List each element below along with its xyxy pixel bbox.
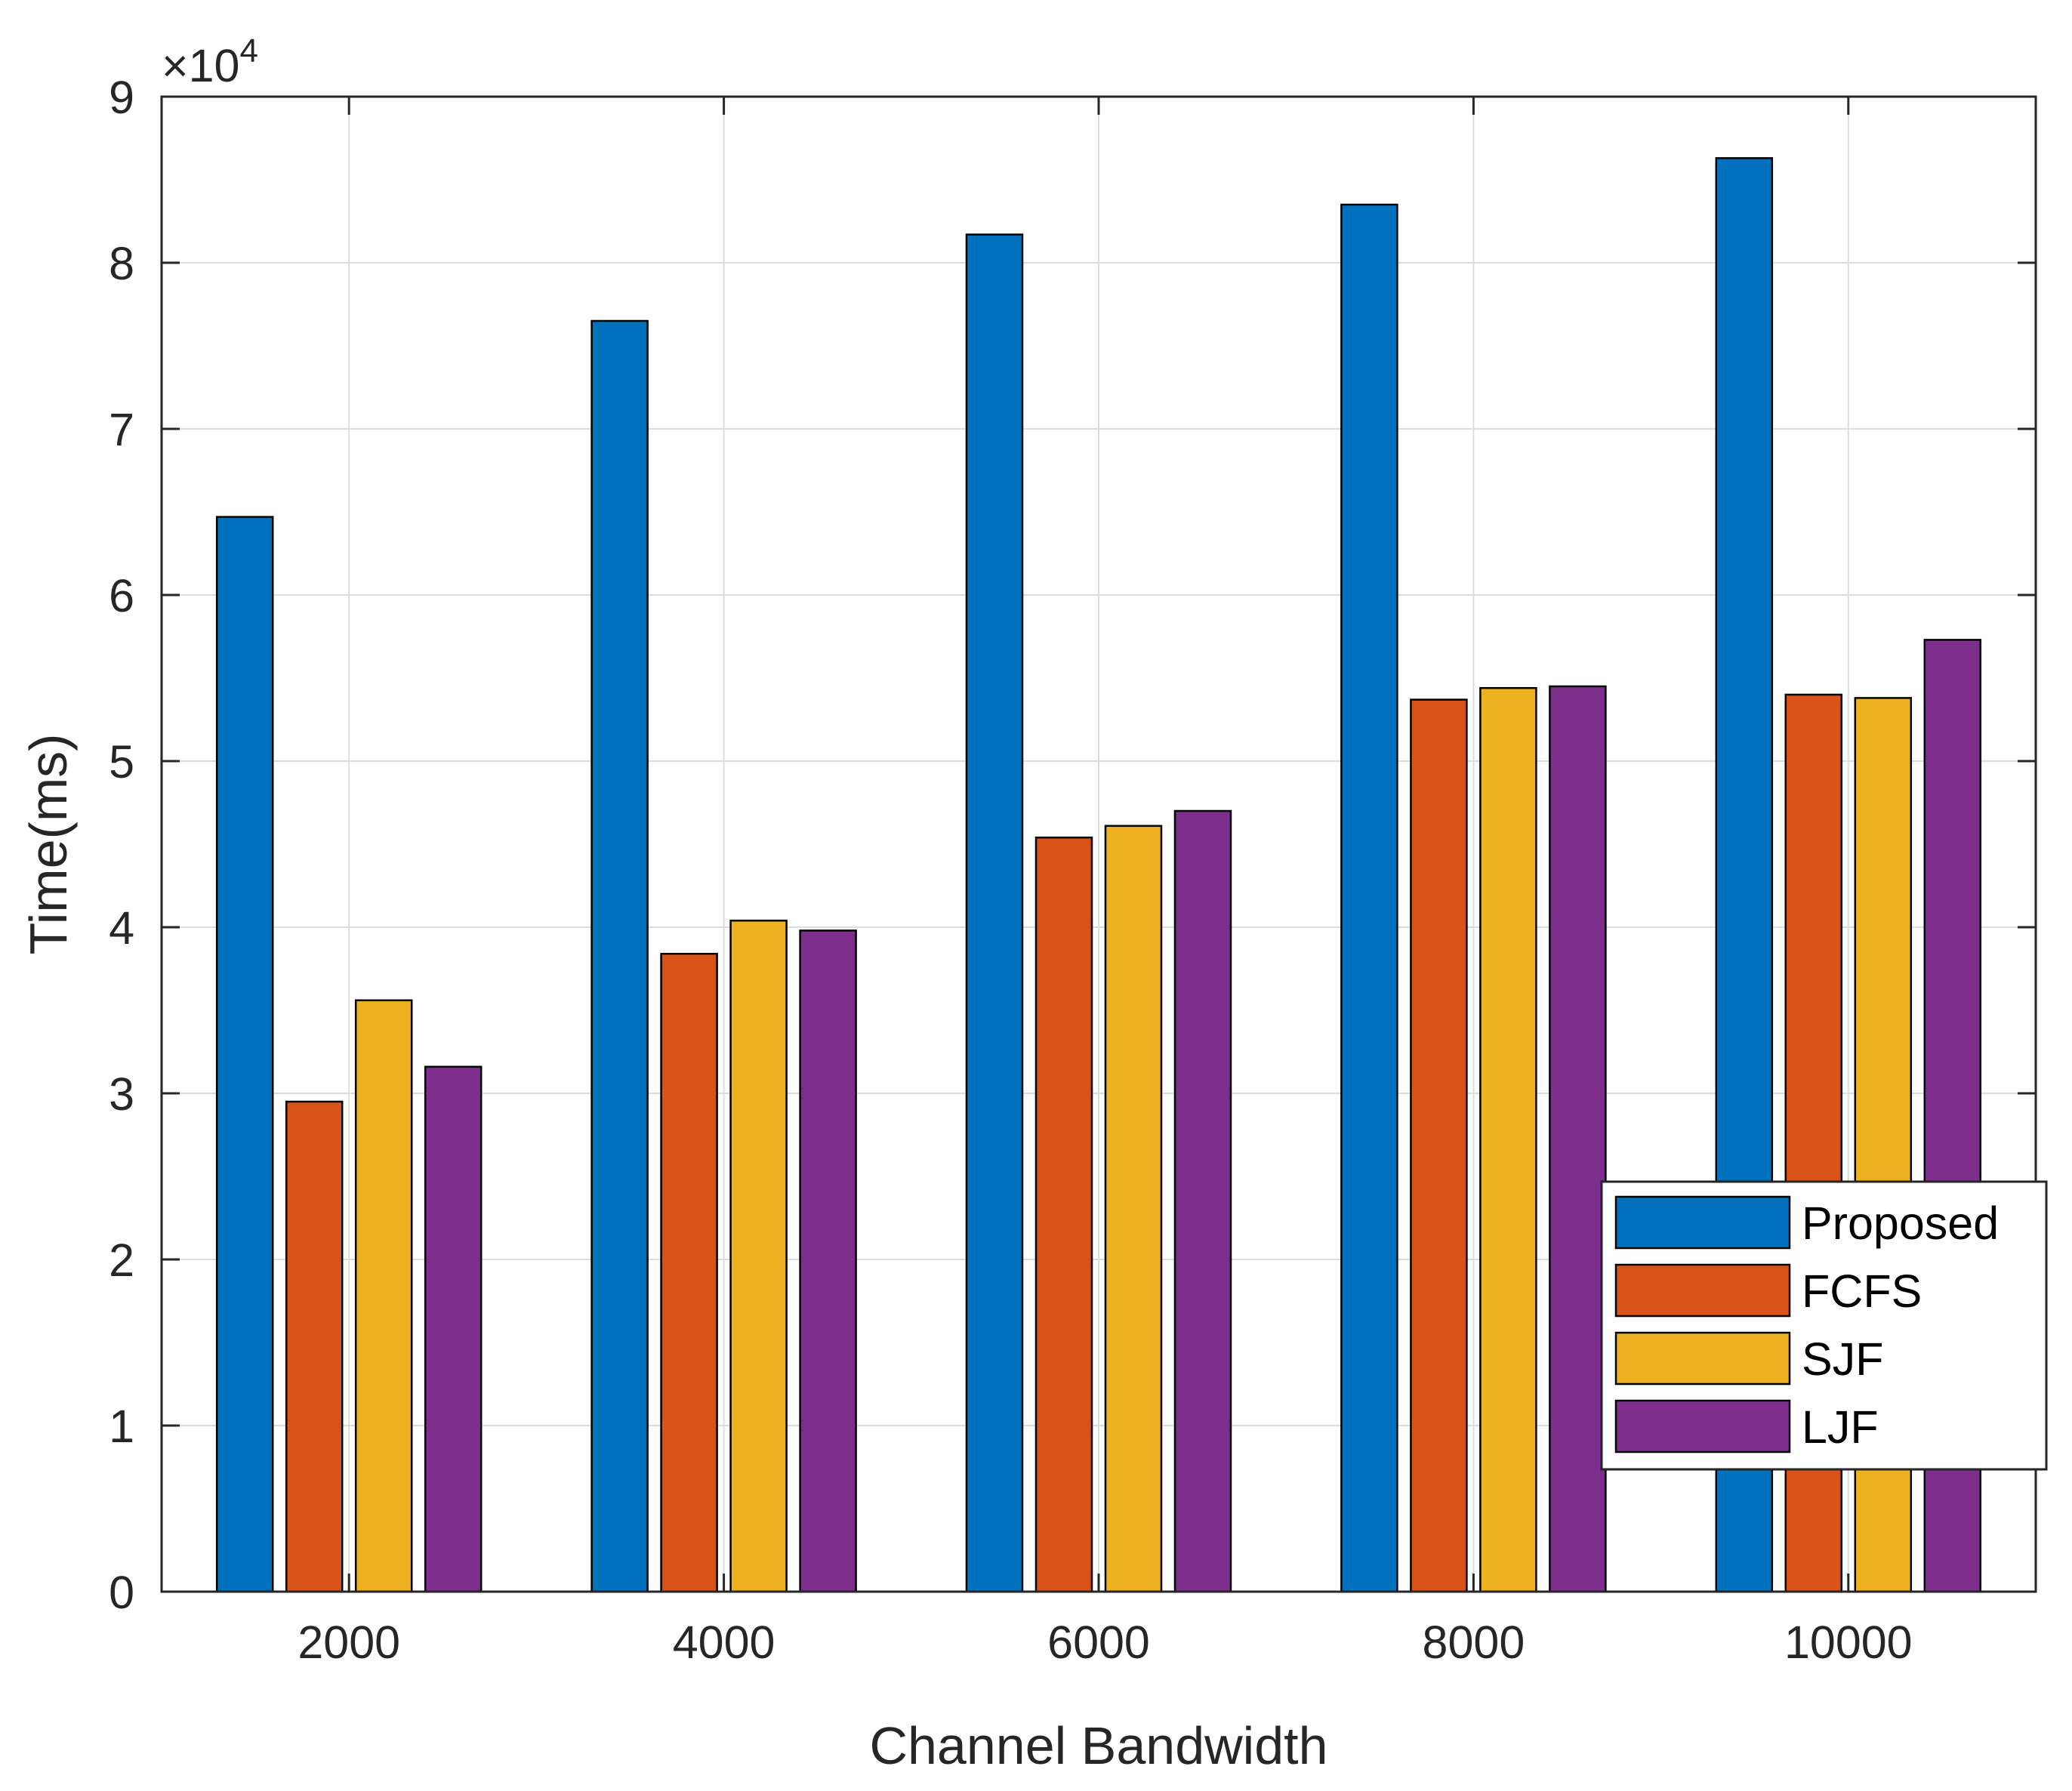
ticks — [162, 95, 2036, 1593]
bar-proposed-6000 — [965, 233, 1024, 1593]
y-tick-labels: 0 1 2 3 4 5 6 7 8 9 — [109, 72, 134, 1618]
y-tick-label: 3 — [109, 1068, 134, 1120]
y-tick-label: 2 — [109, 1235, 134, 1286]
legend-swatch-fcfs — [1614, 1263, 1791, 1318]
y-exponent-power: 4 — [239, 32, 257, 69]
y-tick-label: 0 — [109, 1567, 134, 1618]
y-exponent: ×104 — [162, 32, 258, 91]
x-tick-labels: 2000 4000 6000 8000 10000 — [298, 1617, 1912, 1668]
bar-fcfs-2000 — [285, 1100, 344, 1593]
y-tick-label: 4 — [109, 902, 134, 954]
y-tick-label: 9 — [109, 72, 134, 123]
bar-proposed-4000 — [590, 319, 649, 1593]
bar-ljf-6000 — [1173, 809, 1232, 1593]
bar-ljf-2000 — [424, 1065, 483, 1593]
y-exponent-base: ×10 — [162, 40, 239, 91]
y-tick-label: 7 — [109, 404, 134, 455]
x-axis-label: Channel Bandwidth — [869, 1716, 1327, 1775]
y-tick-label: 5 — [109, 736, 134, 788]
bar-sjf-8000 — [1479, 686, 1537, 1593]
bar-sjf-2000 — [354, 999, 413, 1593]
legend-label-fcfs: FCFS — [1802, 1265, 1922, 1317]
bar-ljf-8000 — [1549, 685, 1607, 1593]
bar-sjf-4000 — [729, 919, 788, 1593]
bar-proposed-8000 — [1340, 203, 1398, 1593]
bar-ljf-4000 — [799, 929, 857, 1593]
x-tick-label: 8000 — [1423, 1617, 1525, 1668]
legend: Proposed FCFS SJF LJF — [1600, 1180, 2048, 1471]
bar-fcfs-6000 — [1034, 836, 1093, 1593]
y-tick-label: 8 — [109, 238, 134, 289]
legend-swatch-proposed — [1614, 1195, 1791, 1250]
y-tick-label: 1 — [109, 1401, 134, 1452]
bar-fcfs-8000 — [1410, 698, 1468, 1593]
bar-sjf-6000 — [1104, 825, 1163, 1593]
x-tick-label: 4000 — [673, 1617, 775, 1668]
legend-label-proposed: Proposed — [1802, 1198, 1999, 1249]
legend-label-ljf: LJF — [1802, 1401, 1879, 1453]
bar-proposed-2000 — [215, 516, 274, 1593]
x-tick-label: 2000 — [298, 1617, 400, 1668]
y-tick-label: 6 — [109, 570, 134, 621]
legend-label-sjf: SJF — [1802, 1333, 1883, 1385]
bar-fcfs-4000 — [660, 952, 718, 1593]
legend-swatch-sjf — [1614, 1331, 1791, 1386]
y-axis-label: Time(ms) — [19, 734, 78, 955]
x-tick-label: 10000 — [1784, 1617, 1913, 1668]
legend-swatch-ljf — [1614, 1399, 1791, 1453]
x-tick-label: 6000 — [1047, 1617, 1150, 1668]
